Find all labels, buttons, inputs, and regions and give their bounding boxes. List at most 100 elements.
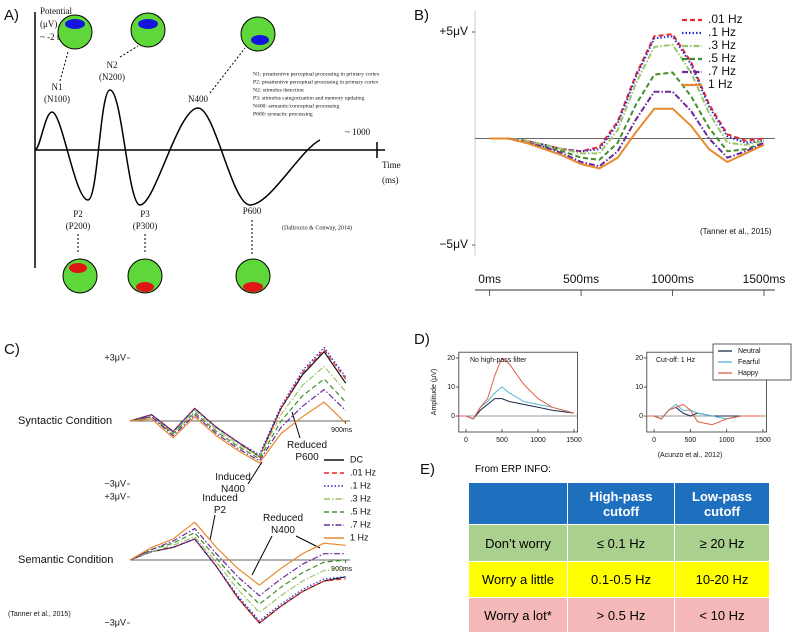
arrow	[291, 411, 301, 439]
series-line	[489, 90, 765, 168]
filter-table: High-pass cutoff Low-pass cutoff Don’t w…	[468, 482, 770, 633]
series-line	[646, 403, 763, 420]
x-tick-label: 900ms	[331, 427, 353, 434]
head	[240, 16, 276, 52]
annotation-line: N400	[221, 484, 245, 495]
x-tick-label: 500ms	[563, 272, 599, 286]
x-tick-label: 500	[496, 437, 508, 444]
annotation-line: P2	[214, 505, 227, 516]
note: N2: stimulus detection	[253, 87, 304, 93]
y-tick-label: −3μV	[105, 478, 126, 488]
arrows	[59, 45, 253, 254]
header-cell: High-pass cutoff	[567, 482, 675, 525]
axis-label: Time	[382, 160, 401, 170]
series-line	[129, 388, 347, 462]
legend-label: .5 Hz	[350, 506, 372, 516]
row: Worry a lot* > 0.5 Hz < 10 Hz	[468, 597, 770, 633]
annotation: Induced N400	[215, 472, 251, 495]
series-line	[129, 521, 346, 586]
note: P600: syntactic processing	[253, 111, 313, 117]
component-label: (N100)	[44, 94, 70, 104]
arrow	[59, 51, 69, 82]
annotation: Reduced N400	[263, 513, 303, 536]
legend-label: .1 Hz	[350, 480, 372, 490]
legend-label: 1 Hz	[350, 532, 369, 542]
chart: +5μV −5μV 0ms 500ms 1000ms 1500ms .01 Hz.1 Hz.…	[439, 10, 786, 296]
legend-label: Happy	[738, 370, 759, 377]
series-line	[489, 43, 765, 155]
series-line	[129, 538, 346, 622]
x-tick-label: 500	[685, 437, 697, 444]
x-tick-label: 1000	[719, 437, 735, 444]
note: P3: stimulus categorization and memory u…	[253, 95, 365, 101]
annotation-line: Reduced	[263, 513, 303, 524]
arrow	[209, 47, 246, 94]
annotation: (Acunzo et al., 2012)	[658, 452, 723, 459]
arrow	[247, 461, 263, 485]
series-line	[129, 536, 346, 614]
arrow	[251, 535, 273, 576]
annotation: Induced P2	[202, 493, 238, 516]
component-label: N1	[52, 82, 63, 92]
component-label: P3	[140, 209, 150, 219]
series-line	[129, 346, 347, 456]
axis-label: (μV)	[40, 19, 57, 29]
y-tick-label: −3μV	[105, 617, 126, 627]
annotation-arrows	[209, 411, 321, 576]
legend-label: .3 Hz	[708, 38, 736, 52]
component-label: (N200)	[99, 72, 125, 82]
cell: Worry a little	[468, 561, 568, 598]
plot-frame	[646, 351, 767, 433]
annotation-line: Reduced	[287, 440, 327, 451]
y-tick-label: 0	[639, 413, 643, 420]
annotation-line: P600	[295, 452, 319, 463]
series-line	[129, 532, 346, 605]
range-note: ~ -2 to -5	[40, 32, 74, 42]
y-tick-label: 0	[451, 413, 455, 420]
component-label: N400	[188, 94, 208, 104]
legend-label: 1 Hz	[708, 77, 733, 91]
note: N1: preattentive perceptual processing i…	[253, 71, 380, 77]
component-label: P600	[243, 206, 262, 216]
panel-label: E)	[420, 461, 435, 478]
legend-label: .1 Hz	[708, 25, 736, 39]
chart-title: Cut-off: 1 Hz	[656, 357, 696, 364]
chart-title: Semantic Condition	[18, 554, 113, 566]
cell: > 0.5 Hz	[567, 597, 675, 633]
cell: 10-20 Hz	[674, 561, 770, 598]
table-caption: From ERP INFO:	[475, 464, 551, 475]
cell: ≥ 20 Hz	[674, 524, 770, 562]
arrow	[119, 45, 139, 58]
component-label: (P300)	[133, 221, 158, 231]
legend-label: .01 Hz	[708, 12, 743, 26]
annotation: Reduced P600	[287, 440, 327, 463]
chart: +3μV −3μV 900ms Syntactic Condition DC .01 Hz…	[18, 346, 377, 542]
series-line	[129, 538, 346, 624]
header-cell: Low-pass cutoff	[674, 482, 770, 525]
chart: +3μV −3μV 900ms Semantic Condition Induced P2…	[8, 491, 353, 627]
panel-label: D)	[414, 331, 430, 348]
x-tick-label: 0	[652, 437, 656, 444]
axis-label: (ms)	[382, 175, 399, 185]
y-tick-label: 20	[635, 355, 643, 362]
annotation-line: Induced	[215, 472, 251, 483]
legend-label: DC	[350, 454, 363, 464]
y-axis-label: Amplitude (μV)	[431, 369, 438, 415]
annotation-line: Induced	[202, 493, 238, 504]
component-label: (P200)	[66, 221, 91, 231]
citation: (Daltrozzo & Conway, 2014)	[282, 224, 352, 231]
x-tick-label: 1500ms	[743, 272, 786, 286]
panel-label: C)	[4, 341, 20, 358]
arrow	[209, 514, 216, 541]
waveform	[34, 89, 321, 206]
series-line	[489, 107, 765, 170]
x-tick-label: 1500	[566, 437, 582, 444]
series-line	[489, 71, 765, 161]
series-line	[129, 527, 346, 597]
y-tick-label: 20	[447, 355, 455, 362]
x-end-label: ~ 1000	[345, 127, 371, 137]
x-tick-label: 1500	[755, 437, 771, 444]
head	[57, 14, 93, 50]
head	[130, 12, 166, 48]
